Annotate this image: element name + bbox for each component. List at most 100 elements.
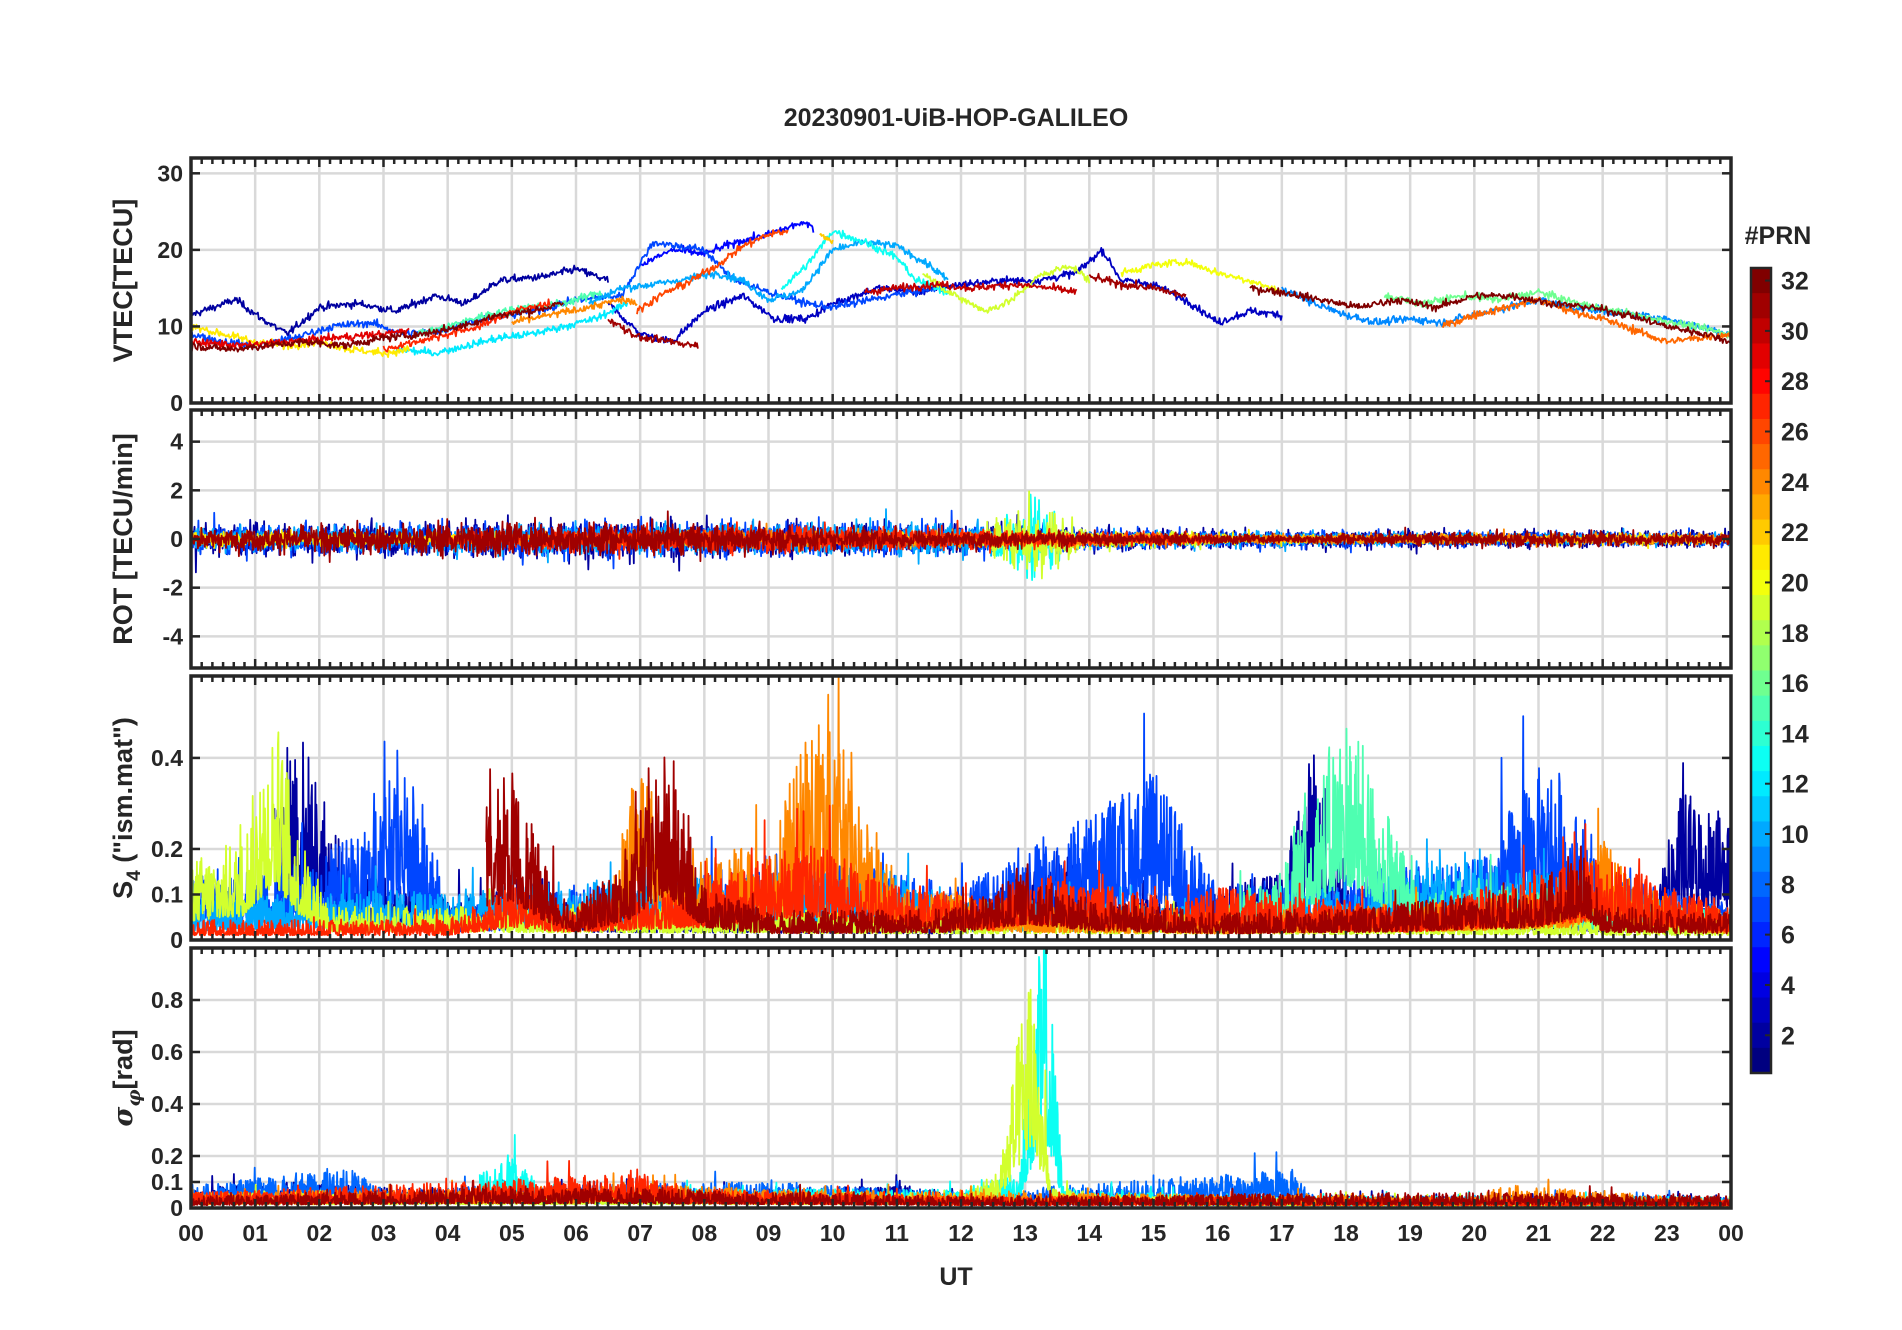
colorbar-tick-label: 24	[1781, 469, 1809, 497]
panel-sigma: 00.10.20.40.60.8σφ[rad]	[108, 946, 1733, 1221]
x-tick-label: 00	[1718, 1220, 1744, 1246]
colorbar-swatch	[1751, 444, 1771, 470]
colorbar-swatch	[1751, 368, 1771, 395]
colorbar-tick-label: 16	[1781, 670, 1809, 698]
series-line-prn-31	[485, 756, 1731, 935]
y-axis-label-rest: [rad]	[108, 1029, 138, 1089]
series-line-prn-5	[640, 221, 815, 267]
y-axis-label-rot: ROT [TECU/min]	[108, 433, 138, 644]
series-line-prn-10	[588, 239, 949, 306]
x-axis: 00 01 02 03 04 05 06 07 08 09 10 11 12 13 14 15 16 17 18 19…	[178, 1220, 1744, 1246]
y-axis-label-vtec: VTEC[TECU]	[108, 199, 138, 363]
colorbar-tick-label: 8	[1781, 871, 1795, 899]
x-tick-label: 10	[820, 1220, 846, 1246]
y-tick-label: 0.2	[151, 836, 183, 862]
colorbar-swatch	[1751, 997, 1771, 1024]
series-group-s4	[191, 676, 1731, 937]
series-line-prn-32	[191, 301, 564, 353]
series-line-prn-19	[922, 264, 1091, 314]
y-tick-label: 0.4	[151, 1091, 183, 1117]
y-axis-label-sigma: σ	[108, 1107, 139, 1127]
x-tick-label: 02	[307, 1220, 333, 1246]
x-tick-label: 22	[1590, 1220, 1616, 1246]
colorbar-swatch	[1751, 695, 1771, 722]
colorbar-swatch	[1751, 469, 1771, 496]
colorbar-tick-label: 30	[1781, 318, 1809, 346]
colorbar-tick-label: 12	[1781, 771, 1809, 799]
series-line-prn-12	[395, 301, 629, 357]
x-tick-label: 04	[435, 1220, 461, 1246]
series-group-rot	[191, 490, 1731, 581]
colorbar-swatch	[1751, 972, 1771, 999]
series-line-prn-16	[1383, 288, 1731, 339]
y-axis-label-subscript: 4	[124, 870, 145, 881]
x-tick-label: 11	[885, 1220, 910, 1246]
colorbar-swatch	[1751, 418, 1771, 445]
colorbar-tick-label: 26	[1781, 419, 1809, 447]
colorbar-swatch	[1751, 922, 1771, 948]
series-line-prn-20	[1120, 257, 1283, 295]
ticks-sigma: 00.10.2 0.4 0.6 0.8	[151, 948, 1733, 1221]
series-line-prn-2	[191, 264, 609, 337]
x-tick-label: 07	[627, 1220, 653, 1246]
x-tick-label: 23	[1654, 1220, 1680, 1246]
y-tick-label: 0.1	[151, 881, 183, 907]
colorbar-swatch	[1751, 645, 1771, 672]
y-axis-label-sigma: σφ[rad]	[108, 1029, 145, 1126]
colorbar-swatch	[1751, 670, 1771, 697]
colorbar-tick-label: 32	[1781, 268, 1809, 296]
colorbar-swatch	[1751, 544, 1771, 571]
colorbar-tick-label: 6	[1781, 922, 1795, 950]
colorbar-swatch	[1751, 343, 1771, 370]
ticks-s4: 0 0.1 0.2 0.4	[151, 676, 1733, 953]
colorbar-swatch	[1751, 745, 1771, 772]
y-tick-label: 0	[170, 927, 183, 953]
x-axis-label: UT	[939, 1263, 972, 1291]
x-tick-label: 05	[499, 1220, 525, 1246]
x-tick-label: 01	[242, 1220, 268, 1246]
y-tick-label: -2	[163, 575, 183, 601]
colorbar-swatch	[1751, 821, 1771, 848]
colorbar-swatch	[1751, 871, 1771, 898]
y-tick-label: 4	[170, 429, 183, 455]
y-tick-label: 0.6	[151, 1039, 183, 1065]
ticks-vtec: 0 10 20 30	[157, 158, 1733, 416]
series-line-prn-31	[1088, 272, 1187, 298]
series-group-vtec	[191, 221, 1731, 358]
panel-s4: 0 0.1 0.2 0.4S4 ("ism.mat")	[108, 674, 1733, 953]
series-line-prn-32	[1249, 284, 1731, 344]
x-tick-label: 15	[1141, 1220, 1167, 1246]
x-tick-label: 14	[1077, 1220, 1103, 1246]
y-tick-label: 0.4	[151, 745, 183, 771]
grid-vtec	[189, 158, 1733, 405]
x-tick-label: 00	[178, 1220, 204, 1246]
colorbar-swatch	[1751, 393, 1771, 420]
colorbar-tick-label: 28	[1781, 368, 1809, 396]
series-line-prn-26	[636, 229, 789, 315]
colorbar-tick-label: 22	[1781, 519, 1809, 547]
panel-vtec: 0 10 20 30 VTEC[TECU]	[108, 156, 1733, 416]
colorbar-swatch	[1751, 846, 1771, 873]
x-tick-label: 18	[1333, 1220, 1359, 1246]
colorbar-label: #PRN	[1745, 222, 1812, 250]
colorbar-tick-label: 18	[1781, 620, 1809, 648]
chart-title: 20230901-UiB-HOP-GALILEO	[784, 104, 1129, 132]
colorbar-swatch	[1751, 519, 1771, 546]
colorbar-tick-label: 14	[1781, 720, 1809, 748]
grid-sigma	[189, 948, 1733, 1210]
panel-rot: -4 -2 0 2 4 ROT [TECU/min]	[108, 408, 1733, 670]
colorbar-tick-label: 2	[1781, 1022, 1795, 1050]
x-tick-label: 12	[948, 1220, 974, 1246]
series-line-prn-9	[1281, 286, 1731, 337]
colorbar-swatch	[1751, 293, 1771, 319]
y-tick-label: 10	[157, 313, 183, 339]
colorbar-swatch	[1751, 494, 1771, 521]
y-tick-label: 2	[170, 477, 183, 503]
y-axis-label-subscript: φ	[123, 1089, 145, 1106]
x-tick-label: 13	[1012, 1220, 1038, 1246]
y-tick-label: 0.1	[151, 1169, 183, 1195]
series-line-prn-7	[191, 240, 943, 349]
